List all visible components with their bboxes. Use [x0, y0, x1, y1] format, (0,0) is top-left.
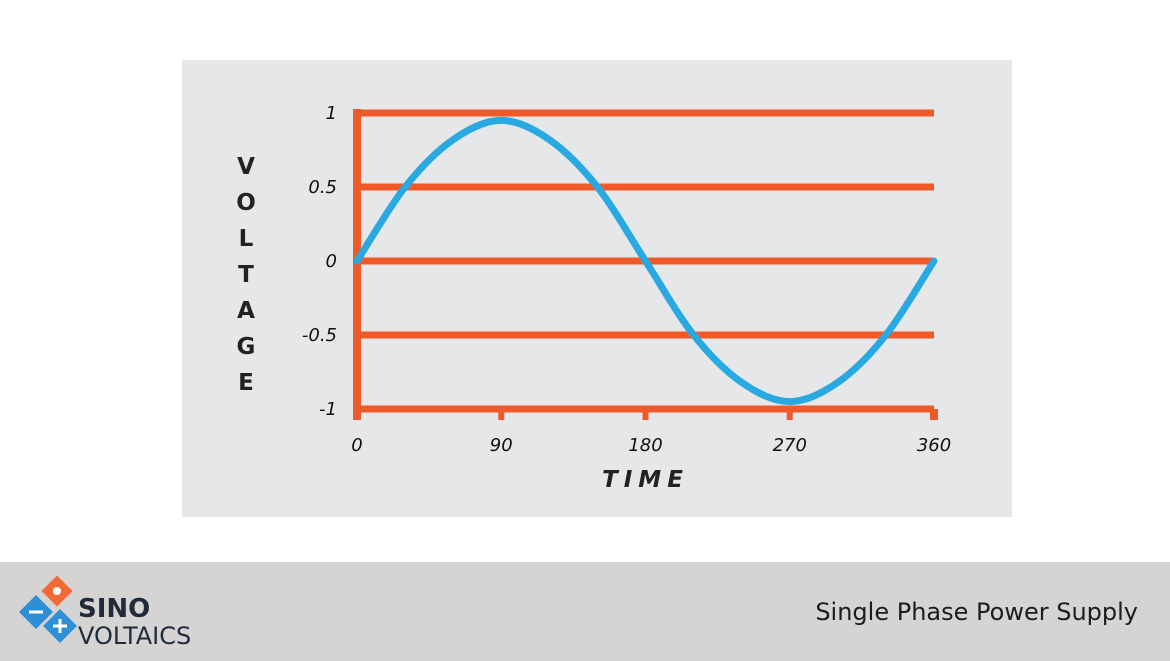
chart-panel: 1 0.5 0 -0.5 -1 0 90 180 270 360 TIME V O L T A G E — [182, 60, 1012, 517]
y-tick-label: 0 — [326, 251, 337, 272]
footer-bar: SINO VOLTAICS Single Phase Power Supply — [0, 562, 1170, 661]
x-axis-title: TIME — [602, 467, 689, 493]
brand-name-line-2: VOLTAICS — [78, 622, 192, 650]
x-tick-label: 360 — [917, 435, 951, 456]
y-tick-label: -0.5 — [302, 325, 337, 346]
x-tick-label: 0 — [351, 435, 362, 456]
y-tick-label: 1 — [326, 103, 337, 124]
y-tick-label: -1 — [319, 399, 337, 420]
x-tick-label: 270 — [773, 435, 807, 456]
brand-logo: SINO VOLTAICS — [18, 574, 258, 654]
y-tick-label: 0.5 — [308, 177, 337, 198]
footer-title: Single Phase Power Supply — [815, 598, 1138, 626]
brand-name-line-1: SINO — [78, 594, 151, 624]
series-line-voltage — [353, 116, 938, 406]
sine-wave-chart: 1 0.5 0 -0.5 -1 0 90 180 270 360 TIME V O L T A G E — [236, 103, 951, 493]
x-tick-label: 90 — [490, 435, 513, 456]
x-tick-label: 180 — [628, 435, 662, 456]
logo-mark-icon — [19, 575, 77, 643]
